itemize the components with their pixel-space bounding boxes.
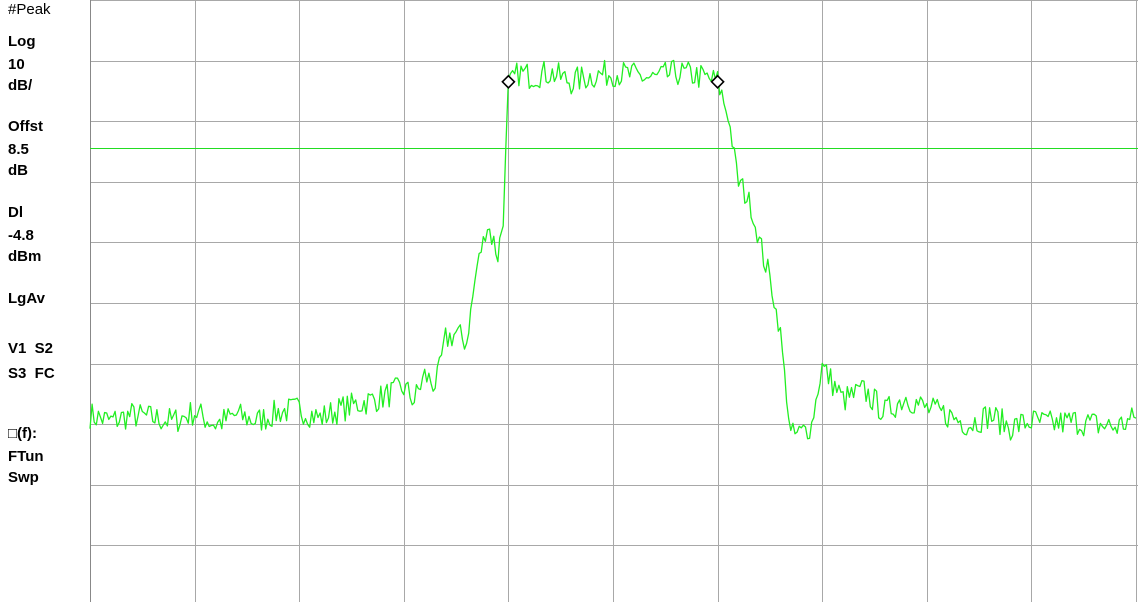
spectrum-trace: [89, 59, 1137, 441]
trace-layer: [89, 59, 1137, 441]
display-line-value: -4.8: [8, 227, 34, 244]
flags-row-1: V1 S2: [8, 340, 54, 357]
detector-label: #Peak: [8, 1, 51, 18]
marker-diamond: [501, 74, 516, 89]
offset-value: 8.5: [8, 141, 29, 158]
annotation-panel: #Peak Log 10 dB/ Offst 8.5 dB Dl -4.8 dB…: [0, 0, 90, 602]
display-line-label: Dl: [8, 204, 23, 221]
display-line-unit: dBm: [8, 248, 42, 265]
function-value-2: Swp: [8, 469, 39, 486]
marker-layer: [501, 74, 725, 89]
function-label: □(f):: [8, 425, 38, 442]
offset-unit: dB: [8, 162, 28, 179]
average-mode-label: LgAv: [8, 290, 45, 307]
marker-diamond: [710, 74, 725, 89]
scale-unit-label: dB/: [8, 77, 33, 94]
graticule: [90, 0, 1138, 602]
function-value: FTun: [8, 448, 44, 465]
scale-value-label: 10: [8, 56, 25, 73]
offset-label: Offst: [8, 118, 43, 135]
flags-row-2: S3 FC: [8, 365, 55, 382]
scale-type-label: Log: [8, 33, 36, 50]
